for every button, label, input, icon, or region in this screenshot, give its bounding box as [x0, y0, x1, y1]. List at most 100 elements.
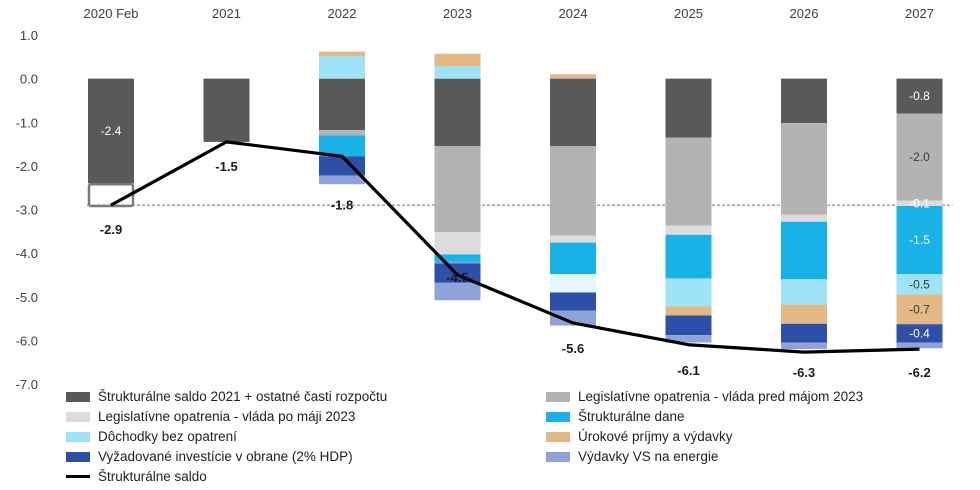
bar-segment [434, 66, 481, 79]
x-tick-label: 2022 [328, 6, 357, 21]
bar-segment [896, 113, 943, 201]
y-axis: 1.0 0.0 -1.0 -2.0 -3.0 -4.0 -5.0 -6.0 -7.0 [16, 28, 38, 392]
bar-segment [665, 234, 712, 279]
x-tick-label: 2020 Feb [84, 6, 139, 21]
bar-segment [896, 274, 943, 295]
bar-segment [665, 137, 712, 226]
bar-segment [896, 206, 943, 275]
line-value-label: -1.8 [331, 197, 353, 212]
bar-segment [319, 78, 365, 131]
bar-segment [434, 254, 481, 262]
bar-segments [88, 51, 943, 350]
bar-segment [896, 294, 943, 325]
bar-segment [319, 156, 365, 176]
hatched-segment [550, 274, 596, 293]
bar-segment [896, 324, 943, 343]
bar-segment [896, 200, 943, 207]
x-tick-label: 2024 [559, 6, 588, 21]
y-tick-label: -1.0 [16, 115, 38, 130]
bar-segment [434, 282, 481, 301]
line-value-label: -5.6 [562, 341, 584, 356]
bar-segment [319, 51, 365, 56]
y-tick-label: -3.0 [16, 203, 38, 218]
bar-value-label: -1.5 [909, 233, 930, 247]
y-tick-label: 0.0 [20, 72, 38, 87]
legend-swatch [66, 411, 90, 422]
bar-segment [550, 310, 596, 326]
legend-item: Legislatívne opatrenia - vláda pred májo… [546, 389, 863, 404]
bar-value-label: -0.4 [909, 326, 930, 340]
bar-segment [434, 78, 481, 147]
x-axis: 2020 Feb 2021 2022 2023 2024 2025 2026 2027 [84, 6, 934, 21]
bar-segment [203, 78, 250, 142]
bar-value-label: -0.1 [909, 196, 930, 210]
bar-segment [550, 74, 596, 79]
bar-segment [434, 146, 481, 233]
bar-segment [550, 292, 596, 311]
bar-segment [781, 214, 827, 222]
bar-segment [781, 342, 827, 350]
legend-item: Štrukturálne saldo [66, 469, 207, 484]
bar-segment [434, 53, 481, 67]
bar-segment [319, 55, 365, 79]
line-value-label: -6.1 [677, 363, 699, 378]
bar-segment [319, 130, 365, 136]
legend-item: Štrukturálne saldo 2021 + ostatné časti … [66, 389, 387, 404]
y-tick-label: -7.0 [16, 377, 38, 392]
legend-item: Štrukturálne dane [546, 409, 685, 424]
legend-label: Výdavky VS na energie [578, 449, 719, 464]
y-tick-label: -6.0 [16, 333, 38, 348]
legend-swatch [546, 451, 570, 462]
bar-segment [665, 78, 712, 138]
legend-item: Legislatívne opatrenia - vláda po máji 2… [66, 409, 355, 424]
bar-segment [665, 335, 712, 343]
legend-swatch [66, 475, 90, 478]
bar-segment [319, 175, 365, 185]
bar-segment [665, 306, 712, 316]
legend-item: Výdavky VS na energie [546, 449, 718, 464]
bar-segment [665, 315, 712, 336]
bar-segment [550, 235, 596, 243]
line-value-label: -6.3 [793, 365, 815, 380]
y-tick-label: 1.0 [20, 28, 38, 43]
hatched-segment [434, 261, 481, 264]
bar-value-label: -0.8 [909, 89, 930, 103]
legend-label: Štrukturálne dane [578, 409, 685, 424]
bar-value-label: -2.0 [909, 150, 930, 164]
bar-segment [781, 221, 827, 280]
hatched-segments [87, 182, 596, 293]
bar-segment [781, 78, 827, 124]
bar-segment [781, 304, 827, 324]
line-value-label: -1.5 [215, 159, 237, 174]
bar-segment [665, 278, 712, 307]
structural-balance-line [110, 140, 920, 354]
line-series-path [110, 140, 920, 354]
data-labels: -2.4 -0.5 -0.8 -2.0 -0.1 -1.5 -0.5 -0.7 -0.4 -2.9… [100, 89, 931, 380]
highlight-box [87, 182, 135, 208]
x-tick-label: 2023 [443, 6, 472, 21]
legend-swatch [66, 391, 90, 402]
line-value-label: -4.5 [446, 270, 468, 285]
bar-segment [434, 232, 481, 255]
bar-segment [550, 146, 596, 236]
x-tick-label: 2027 [905, 6, 934, 21]
bar-segment [665, 225, 712, 235]
y-tick-label: -5.0 [16, 290, 38, 305]
bar-value-label: -0.7 [909, 302, 930, 316]
bar-value-label: -0.5 [101, 188, 122, 202]
legend-swatch [546, 431, 570, 442]
legend-swatch [546, 411, 570, 422]
bar-segment [781, 279, 827, 305]
legend-swatch [66, 431, 90, 442]
bar-segment [896, 342, 943, 349]
x-tick-label: 2026 [790, 6, 819, 21]
legend-label: Štrukturálne saldo [98, 469, 207, 484]
line-value-label: -2.9 [100, 222, 122, 237]
x-tick-label: 2025 [674, 6, 703, 21]
bar-segment [781, 123, 827, 215]
bar-segment [88, 78, 134, 184]
legend-label: Štrukturálne saldo 2021 + ostatné časti … [98, 389, 388, 404]
bar-value-label: -0.5 [909, 278, 930, 292]
legend-swatch [546, 391, 570, 402]
